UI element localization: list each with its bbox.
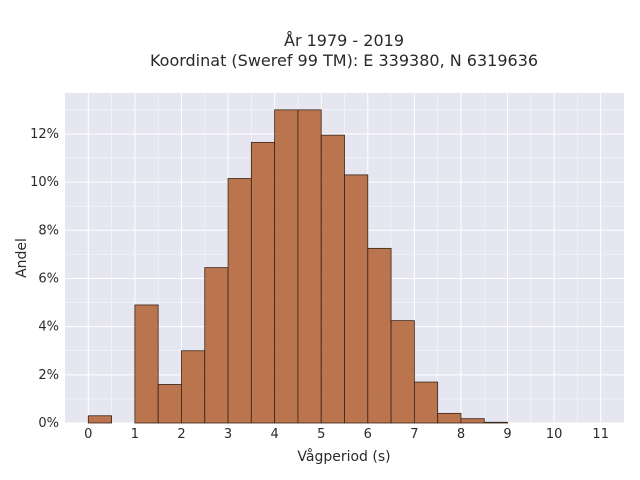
y-tick-label: 2% [38,368,59,383]
x-tick-label: 8 [457,427,465,442]
histogram-bar [134,304,159,424]
histogram-bar [320,134,345,424]
x-tick-label: 7 [410,427,418,442]
histogram-bar [437,412,462,424]
x-tick-label: 3 [224,427,232,442]
histogram-bar [367,247,392,424]
y-tick-label: 8% [38,223,59,238]
y-tick-label: 6% [38,271,59,286]
x-tick-label: 10 [546,427,563,442]
chart-title-line-1: År 1979 - 2019 [284,31,404,50]
y-tick-label: 12% [30,127,59,142]
histogram-bar [297,109,322,424]
x-tick-label: 9 [503,427,511,442]
x-tick-label: 2 [177,427,185,442]
histogram-bar [250,141,276,424]
x-axis-ticks: 0 1 2 3 4 5 6 7 8 9 10 11 [84,427,609,442]
histogram-bar [274,109,299,424]
chart-title-line-2: Koordinat (Sweref 99 TM): E 339380, N 63… [150,51,538,70]
y-axis-ticks: 0% 2% 4% 6% 8% 10% 12% [30,127,59,431]
x-axis-title: Vågperiod (s) [297,448,390,465]
x-tick-label: 11 [592,427,609,442]
x-tick-label: 0 [84,427,92,442]
histogram-bar [87,415,112,424]
histogram-bars [87,109,508,424]
histogram-bar [413,381,439,424]
x-tick-label: 6 [364,427,372,442]
histogram-bar [204,267,229,424]
y-tick-label: 10% [30,175,59,190]
y-tick-label: 4% [38,320,59,335]
y-axis-title: Andel [14,238,30,278]
y-tick-label: 0% [38,416,59,431]
histogram-bar [390,320,415,424]
histogram-bar [460,418,485,424]
histogram-bar [157,384,182,424]
x-tick-label: 5 [317,427,325,442]
histogram-bar [227,178,252,424]
histogram-bar [181,350,206,424]
x-tick-label: 4 [270,427,278,442]
histogram-bar [344,174,369,424]
histogram-bar [483,421,508,424]
x-tick-label: 1 [131,427,139,442]
